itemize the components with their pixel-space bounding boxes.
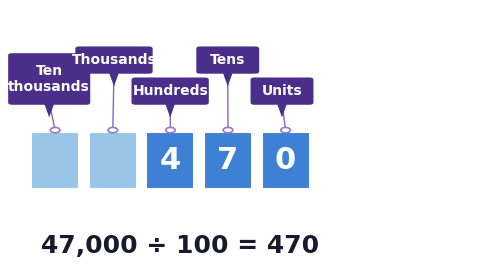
FancyBboxPatch shape — [89, 132, 137, 189]
Circle shape — [108, 127, 118, 133]
FancyBboxPatch shape — [196, 46, 259, 74]
Text: Ten
thousands: Ten thousands — [8, 64, 90, 94]
Polygon shape — [276, 103, 287, 117]
Polygon shape — [44, 103, 55, 117]
Circle shape — [223, 127, 233, 133]
Text: 7: 7 — [217, 146, 239, 175]
FancyBboxPatch shape — [251, 77, 313, 105]
FancyBboxPatch shape — [31, 132, 79, 189]
Polygon shape — [108, 72, 119, 86]
FancyBboxPatch shape — [75, 46, 153, 74]
Text: Hundreds: Hundreds — [132, 84, 208, 98]
Text: Tens: Tens — [210, 53, 245, 67]
FancyBboxPatch shape — [262, 132, 310, 189]
Circle shape — [281, 127, 290, 133]
Circle shape — [50, 127, 60, 133]
FancyBboxPatch shape — [146, 132, 194, 189]
FancyBboxPatch shape — [204, 132, 252, 189]
Text: 0: 0 — [275, 146, 296, 175]
Polygon shape — [222, 72, 233, 86]
Text: Thousands: Thousands — [72, 53, 156, 67]
Text: 47,000 ÷ 100 = 470: 47,000 ÷ 100 = 470 — [41, 234, 319, 258]
Text: 4: 4 — [160, 146, 181, 175]
Text: Units: Units — [262, 84, 302, 98]
FancyBboxPatch shape — [8, 53, 90, 105]
FancyBboxPatch shape — [132, 77, 209, 105]
Polygon shape — [165, 103, 176, 117]
Circle shape — [166, 127, 175, 133]
